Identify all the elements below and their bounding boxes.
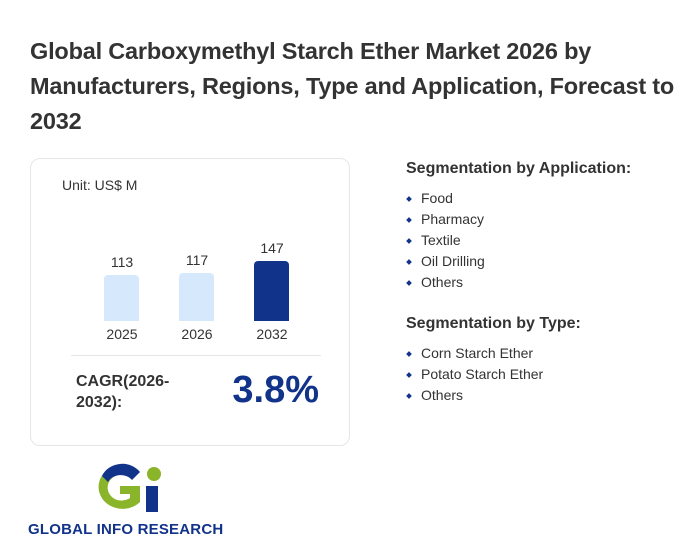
- list-item: Others: [406, 272, 676, 293]
- list-item: Textile: [406, 230, 676, 251]
- list-item: Others: [406, 385, 676, 406]
- value-label: 113: [110, 253, 134, 270]
- bar-2025: [104, 274, 139, 321]
- gi-logo-icon: [98, 463, 161, 512]
- value-label: 147: [260, 240, 284, 256]
- category-label: 2025: [106, 326, 138, 342]
- divider: [71, 355, 321, 356]
- list-item: Food: [406, 188, 676, 209]
- category-label: 2032: [256, 326, 288, 342]
- type-heading: Segmentation by Type:: [406, 315, 581, 332]
- application-heading: Segmentation by Application:: [406, 160, 632, 177]
- company-logo: GLOBAL INFO RESEARCH: [28, 462, 228, 538]
- bar-2026: [179, 273, 214, 321]
- value-label: 117: [185, 252, 209, 269]
- market-size-card: Unit: US$ M 113 2025 117 2026 147 2032 CAGR(2…: [30, 158, 350, 446]
- list-item: Corn Starch Ether: [406, 343, 676, 364]
- logo-text: GLOBAL INFO RESEARCH: [28, 521, 224, 538]
- type-segmentation: Segmentation by Type: Corn Starch Ether …: [406, 315, 676, 406]
- category-label: 2026: [181, 326, 213, 342]
- cagr-label: CAGR(2026-2032):: [76, 373, 170, 411]
- list-item: Oil Drilling: [406, 251, 676, 272]
- list-item: Potato Starch Ether: [406, 364, 676, 385]
- bar-2032: [254, 261, 289, 321]
- list-item: Pharmacy: [406, 209, 676, 230]
- cagr-value: 3.8%: [232, 369, 319, 411]
- page-title: Global Carboxymethyl Starch Ether Market…: [30, 38, 675, 134]
- application-segmentation: Segmentation by Application: Food Pharma…: [406, 160, 676, 293]
- unit-label: Unit: US$ M: [62, 177, 138, 193]
